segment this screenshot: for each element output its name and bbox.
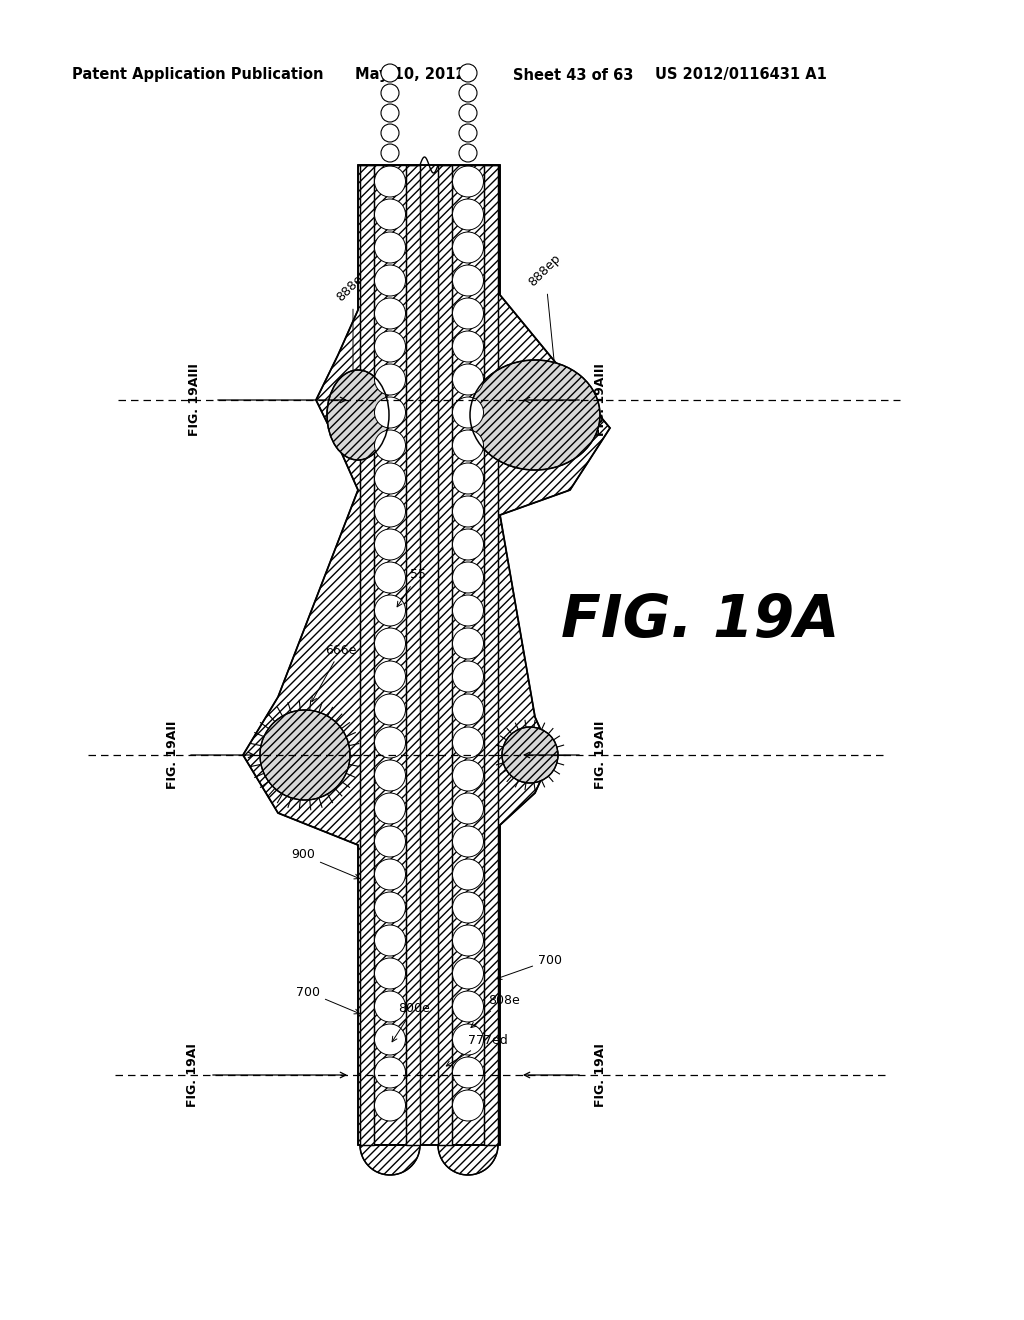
Text: 55: 55 xyxy=(397,569,426,607)
Circle shape xyxy=(381,63,399,82)
Circle shape xyxy=(453,694,483,725)
Circle shape xyxy=(453,364,483,395)
Text: 900: 900 xyxy=(291,849,359,879)
Polygon shape xyxy=(484,165,498,1144)
Circle shape xyxy=(375,364,406,395)
Circle shape xyxy=(260,710,350,800)
Circle shape xyxy=(459,63,477,82)
Polygon shape xyxy=(406,165,420,1144)
Text: 700: 700 xyxy=(296,986,359,1014)
Ellipse shape xyxy=(327,370,389,459)
Circle shape xyxy=(375,265,406,296)
Text: FIG. 19AI: FIG. 19AI xyxy=(594,1043,606,1107)
Circle shape xyxy=(453,529,483,560)
Circle shape xyxy=(453,232,483,263)
Circle shape xyxy=(459,124,477,143)
Circle shape xyxy=(375,1057,406,1088)
Circle shape xyxy=(453,1024,483,1055)
Circle shape xyxy=(375,496,406,527)
Circle shape xyxy=(453,595,483,626)
Circle shape xyxy=(375,826,406,857)
Polygon shape xyxy=(438,165,452,1144)
Circle shape xyxy=(453,958,483,989)
Ellipse shape xyxy=(470,360,600,470)
Circle shape xyxy=(453,991,483,1022)
Text: 777ed: 777ed xyxy=(446,1034,508,1067)
Circle shape xyxy=(375,661,406,692)
Circle shape xyxy=(459,144,477,162)
Circle shape xyxy=(453,265,483,296)
Circle shape xyxy=(375,199,406,230)
Circle shape xyxy=(375,595,406,626)
Text: Sheet 43 of 63: Sheet 43 of 63 xyxy=(513,67,634,82)
Circle shape xyxy=(375,958,406,989)
Text: FIG. 19A: FIG. 19A xyxy=(561,591,840,648)
Text: Patent Application Publication: Patent Application Publication xyxy=(72,67,324,82)
Circle shape xyxy=(375,430,406,461)
Polygon shape xyxy=(360,165,374,1144)
Circle shape xyxy=(459,84,477,102)
Circle shape xyxy=(375,859,406,890)
Circle shape xyxy=(453,199,483,230)
Circle shape xyxy=(375,529,406,560)
Circle shape xyxy=(453,661,483,692)
Circle shape xyxy=(375,232,406,263)
Text: 666e: 666e xyxy=(312,644,356,702)
Circle shape xyxy=(453,1057,483,1088)
Circle shape xyxy=(453,1090,483,1121)
Circle shape xyxy=(375,925,406,956)
Circle shape xyxy=(453,892,483,923)
Text: 888ep: 888ep xyxy=(335,267,372,372)
Circle shape xyxy=(381,124,399,143)
Circle shape xyxy=(453,925,483,956)
Circle shape xyxy=(453,727,483,758)
Circle shape xyxy=(375,793,406,824)
Circle shape xyxy=(375,463,406,494)
Circle shape xyxy=(453,166,483,197)
Circle shape xyxy=(453,826,483,857)
Circle shape xyxy=(453,430,483,461)
Circle shape xyxy=(375,1024,406,1055)
Text: FIG. 19AII: FIG. 19AII xyxy=(594,721,606,789)
Circle shape xyxy=(453,760,483,791)
Circle shape xyxy=(453,793,483,824)
Text: 888ep: 888ep xyxy=(526,251,563,367)
Circle shape xyxy=(453,562,483,593)
Circle shape xyxy=(459,104,477,121)
Circle shape xyxy=(453,298,483,329)
Circle shape xyxy=(381,84,399,102)
Circle shape xyxy=(375,397,406,428)
Text: FIG. 19AIII: FIG. 19AIII xyxy=(594,363,606,437)
Circle shape xyxy=(381,144,399,162)
Text: 700: 700 xyxy=(497,953,562,979)
Circle shape xyxy=(375,892,406,923)
Circle shape xyxy=(375,991,406,1022)
Circle shape xyxy=(453,859,483,890)
Text: FIG. 19AIII: FIG. 19AIII xyxy=(188,363,202,437)
Circle shape xyxy=(381,104,399,121)
Text: May 10, 2012: May 10, 2012 xyxy=(355,67,466,82)
Text: US 2012/0116431 A1: US 2012/0116431 A1 xyxy=(655,67,826,82)
Circle shape xyxy=(453,463,483,494)
Circle shape xyxy=(375,727,406,758)
Circle shape xyxy=(453,397,483,428)
Circle shape xyxy=(375,562,406,593)
Circle shape xyxy=(375,694,406,725)
Circle shape xyxy=(453,496,483,527)
Circle shape xyxy=(375,166,406,197)
Circle shape xyxy=(375,331,406,362)
Circle shape xyxy=(453,628,483,659)
Text: FIG. 19AII: FIG. 19AII xyxy=(166,721,178,789)
Circle shape xyxy=(502,727,558,783)
Circle shape xyxy=(375,298,406,329)
Circle shape xyxy=(453,331,483,362)
Text: FIG. 19AI: FIG. 19AI xyxy=(185,1043,199,1107)
Text: 800e: 800e xyxy=(392,1002,430,1041)
Circle shape xyxy=(375,1090,406,1121)
Circle shape xyxy=(375,628,406,659)
Circle shape xyxy=(375,760,406,791)
Text: 808e: 808e xyxy=(471,994,520,1027)
